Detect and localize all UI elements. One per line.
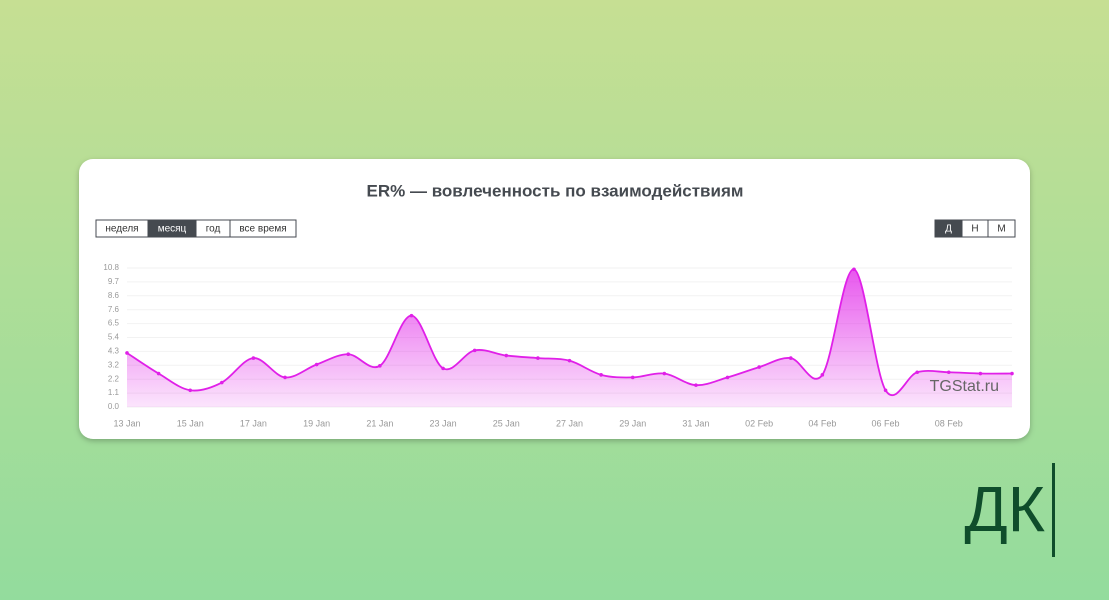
y-tick-label: 0.0 (108, 402, 120, 411)
x-tick-label: 15 Jan (177, 418, 204, 428)
logo: ДК (964, 473, 1045, 545)
point (1010, 371, 1014, 376)
point (978, 371, 983, 376)
point (156, 371, 161, 376)
button-label[interactable]: год (206, 224, 221, 235)
button-label[interactable]: Д (945, 224, 952, 235)
button[interactable] (229, 219, 297, 238)
button-label[interactable]: Н (971, 224, 978, 235)
x-tick-label: 17 Jan (240, 418, 267, 428)
y-tick-label: 8.6 (108, 291, 120, 300)
point (694, 383, 698, 387)
x-tick-label: 27 Jan (556, 418, 583, 428)
point (125, 351, 129, 355)
point (852, 267, 856, 272)
x-tick-label: 13 Jan (113, 418, 140, 428)
point (220, 380, 224, 385)
y-tick-label: 6.5 (108, 319, 120, 328)
x-tick-label: 04 Feb (808, 418, 836, 428)
point (567, 358, 572, 363)
point (346, 352, 351, 357)
point (251, 356, 256, 360)
chart-title: ER% — вовлеченность по взаимодействиям (367, 181, 744, 200)
point (283, 375, 287, 380)
y-tick-label: 2.2 (108, 374, 120, 383)
point (946, 370, 951, 375)
point (441, 366, 445, 371)
point (662, 371, 667, 376)
point (409, 313, 414, 318)
x-tick-label: 25 Jan (493, 418, 520, 428)
y-tick-label: 3.2 (108, 360, 120, 369)
button[interactable] (987, 219, 1016, 238)
point (788, 356, 793, 360)
y-tick-label: 5.4 (108, 333, 120, 342)
y-tick-label: 10.8 (103, 263, 119, 272)
x-tick-label: 08 Feb (935, 418, 963, 428)
point (725, 375, 730, 380)
watermark: TGStat.ru (930, 378, 999, 395)
x-tick-label: 06 Feb (872, 418, 900, 428)
y-tick-label: 9.7 (108, 277, 120, 286)
x-tick-label: 21 Jan (366, 418, 393, 428)
button-label[interactable]: все время (239, 224, 286, 235)
point (378, 364, 382, 368)
button-label[interactable]: неделя (105, 224, 138, 235)
point (915, 370, 919, 375)
point (630, 375, 635, 380)
point (757, 365, 761, 369)
x-tick-label: 29 Jan (619, 418, 646, 428)
area (127, 269, 1012, 407)
y-tick-label: 4.3 (108, 347, 120, 356)
point (536, 356, 540, 360)
point (599, 373, 603, 377)
x-tick-label: 31 Jan (682, 418, 709, 428)
point (820, 373, 825, 377)
point (472, 348, 477, 353)
line (126, 268, 1013, 397)
point (504, 353, 509, 358)
point (188, 388, 193, 393)
x-tick-label: 02 Feb (745, 418, 773, 428)
logo-bar (1052, 463, 1055, 557)
y-tick-label: 7.6 (108, 305, 120, 314)
button-label[interactable]: месяц (158, 224, 187, 235)
x-tick-label: 23 Jan (430, 418, 457, 428)
point (883, 388, 888, 393)
y-tick-label: 1.1 (108, 388, 120, 397)
point (314, 362, 319, 367)
button-label[interactable]: М (997, 224, 1005, 235)
x-tick-label: 19 Jan (303, 418, 330, 428)
